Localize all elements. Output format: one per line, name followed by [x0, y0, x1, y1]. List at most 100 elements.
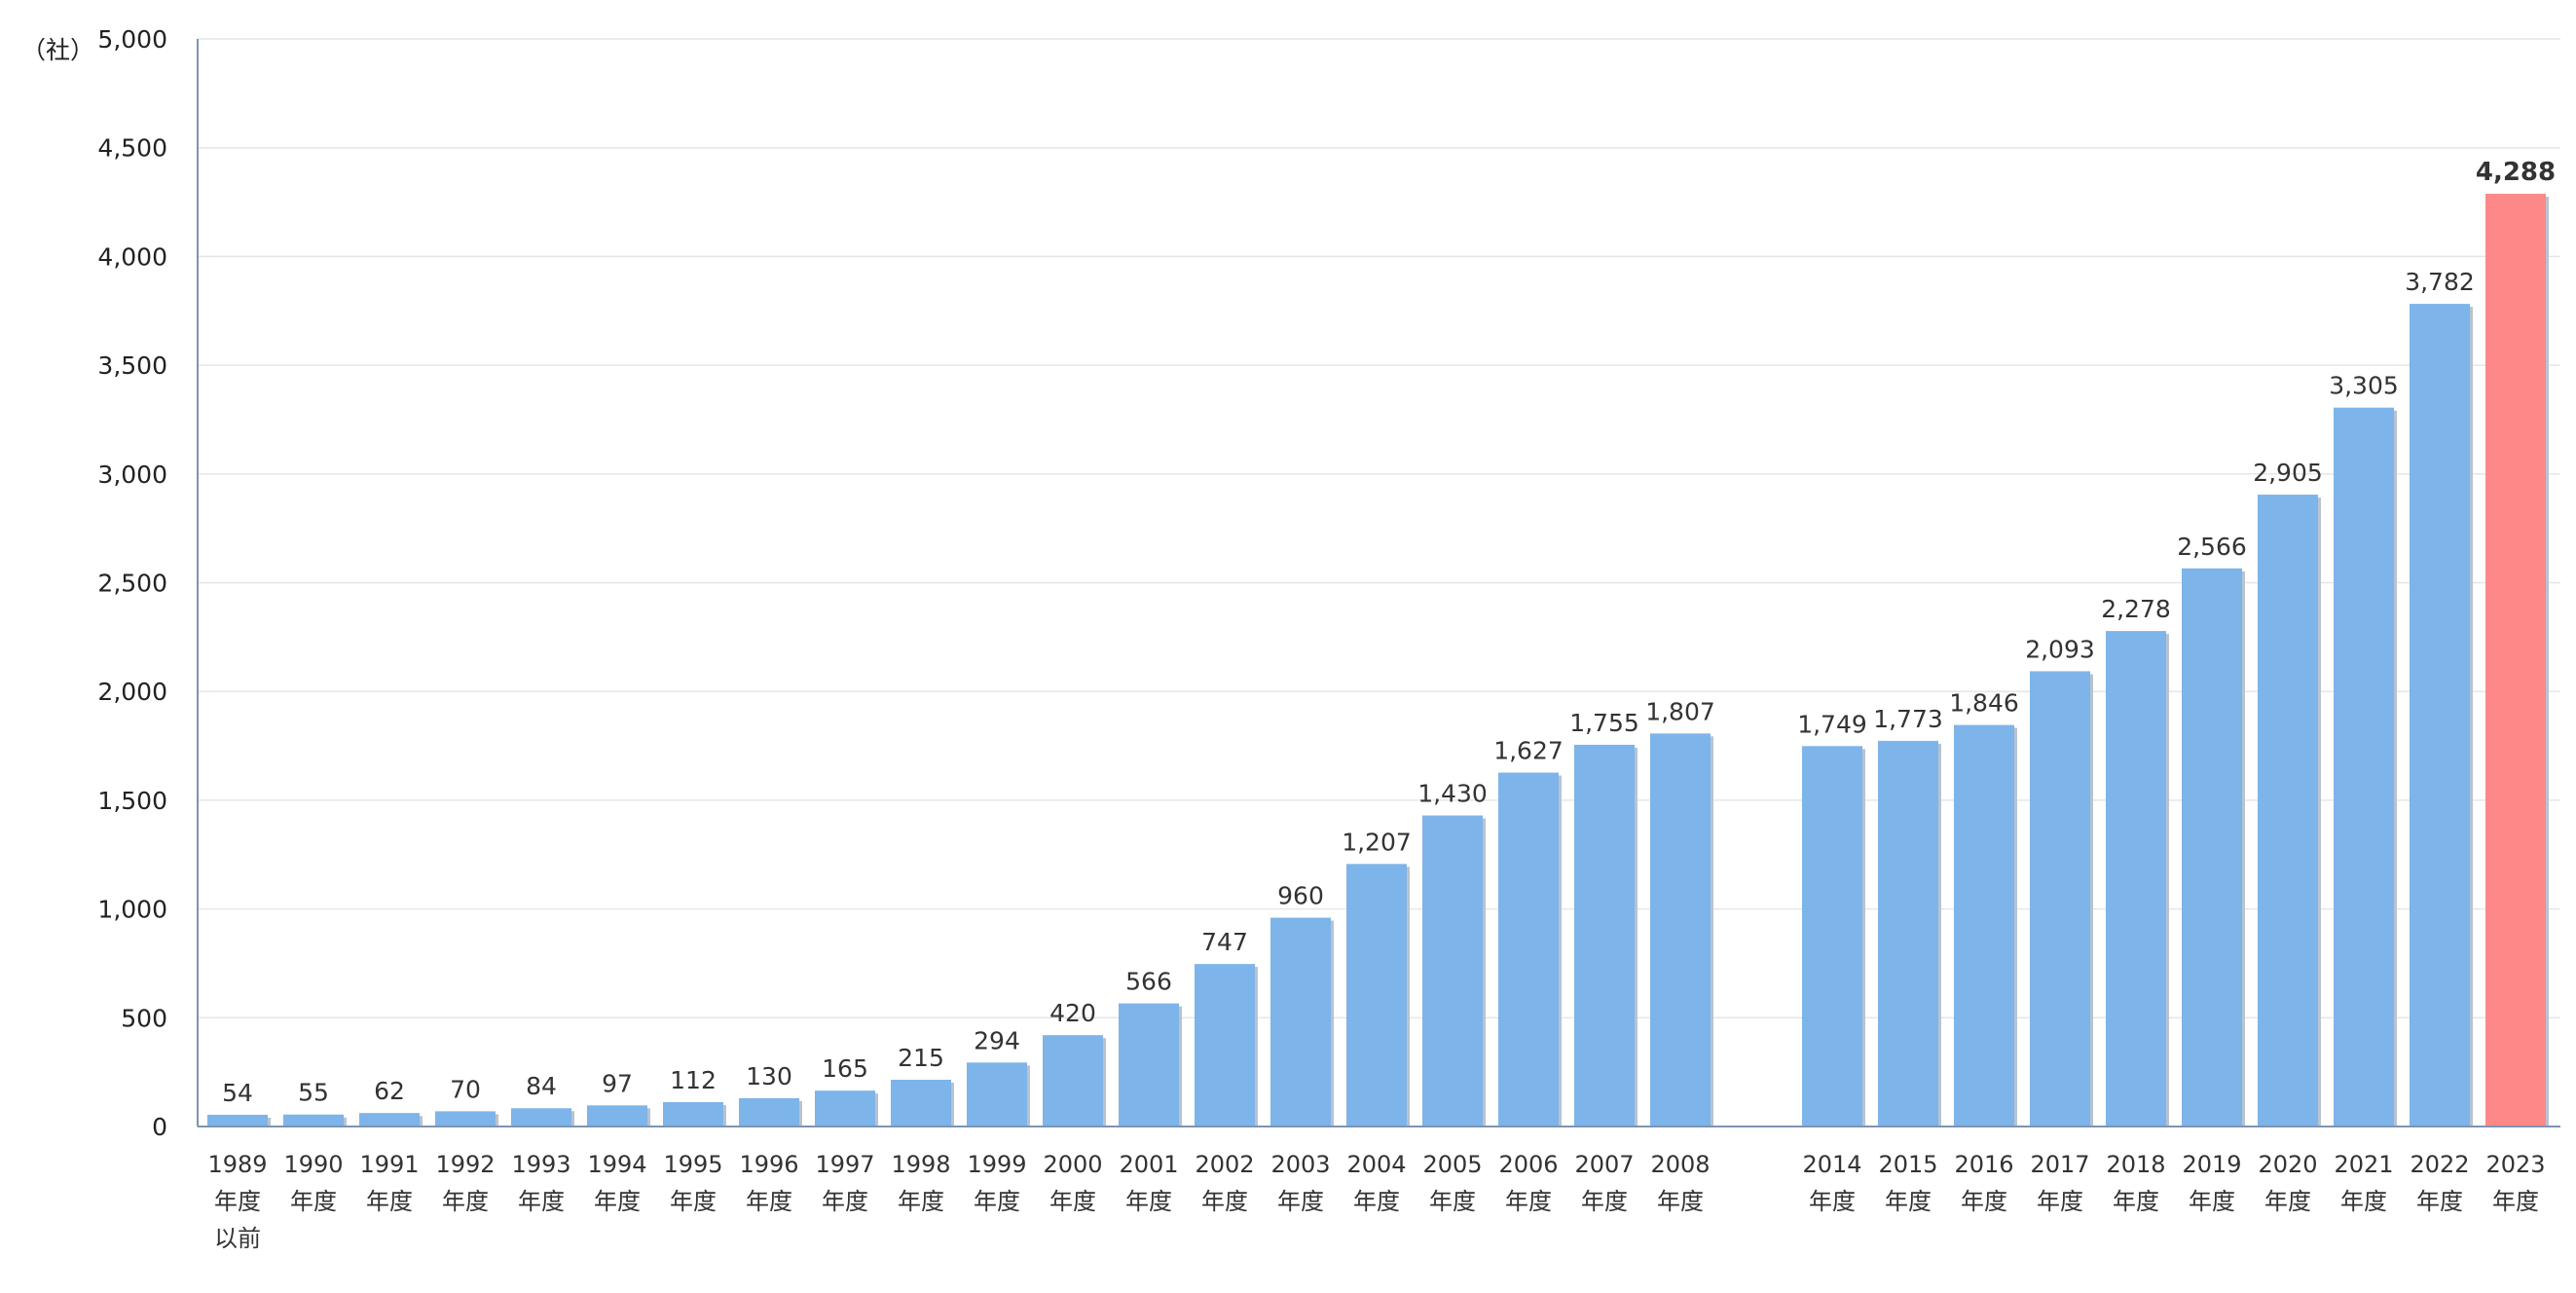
value-label: 1,749: [1797, 710, 1867, 738]
category-label: 2004: [1346, 1151, 1406, 1178]
value-label: 70: [450, 1075, 481, 1103]
value-label: 1,846: [1949, 689, 2019, 718]
category-label: 2006: [1498, 1151, 1558, 1178]
category-label: 年度: [670, 1188, 717, 1215]
value-labels: 54 55 62 70 84 97 112 130 165 215 294 420 566 747 960 1…: [222, 158, 2556, 1107]
y-tick-label: 3,000: [97, 461, 167, 489]
category-label: 年度: [2189, 1188, 2235, 1215]
category-label: 1996: [739, 1151, 798, 1178]
category-label: 年度: [1049, 1188, 1096, 1215]
value-label: 2,566: [2177, 533, 2247, 561]
y-tick-label: 0: [152, 1113, 167, 1141]
value-label: 165: [822, 1054, 868, 1083]
category-label: 1989: [207, 1151, 267, 1178]
y-tick-label: 5,000: [97, 25, 167, 54]
value-label: 1,807: [1645, 697, 1715, 725]
bar: [1346, 864, 1407, 1127]
value-label: 62: [374, 1077, 405, 1105]
bar: [2410, 304, 2470, 1127]
y-axis-unit-label: （社）: [21, 36, 94, 64]
category-label: 年度: [1885, 1188, 1932, 1215]
category-label: 年度: [1125, 1188, 1172, 1215]
category-label: 年度: [1657, 1188, 1704, 1215]
y-tick-label: 1,500: [97, 787, 167, 815]
value-label: 960: [1277, 882, 1324, 910]
value-label: 1,207: [1342, 828, 1412, 856]
category-label: 2017: [2030, 1151, 2089, 1178]
category-label: 2023: [2485, 1151, 2545, 1178]
value-label: 4,288: [2476, 158, 2556, 187]
category-label: 年度: [974, 1188, 1020, 1215]
y-tick-label: 3,500: [97, 351, 167, 380]
category-label: 2016: [1954, 1151, 2013, 1178]
category-label: 2022: [2410, 1151, 2469, 1178]
category-label: 年度: [442, 1188, 489, 1215]
bar: [2030, 671, 2090, 1127]
bar: [1422, 815, 1483, 1127]
bar: [1802, 746, 1862, 1127]
category-label: 年度: [2113, 1188, 2159, 1215]
value-label: 3,782: [2405, 268, 2475, 296]
category-label: 2000: [1043, 1151, 1102, 1178]
category-label: 年度: [2264, 1188, 2311, 1215]
y-tick-label: 4,500: [97, 134, 167, 163]
value-label: 747: [1201, 928, 1248, 956]
category-label: 2014: [1802, 1151, 1861, 1178]
y-tick-label: 2,000: [97, 678, 167, 706]
category-label: 1993: [511, 1151, 570, 1178]
bar: [2182, 568, 2242, 1127]
category-label: 年度: [214, 1188, 261, 1215]
bar: [587, 1105, 647, 1127]
category-label: 年度: [2340, 1188, 2387, 1215]
category-label: 年度: [594, 1188, 641, 1215]
category-label: 年度: [1353, 1188, 1400, 1215]
bar: [2106, 631, 2166, 1127]
category-label: 2018: [2106, 1151, 2165, 1178]
value-label: 2,905: [2253, 459, 2323, 487]
bar-highlight: [2485, 194, 2546, 1127]
y-tick-label: 2,500: [97, 570, 167, 598]
bar: [1195, 964, 1255, 1127]
category-label: 年度: [898, 1188, 944, 1215]
bars: [207, 194, 2549, 1127]
value-label: 566: [1125, 968, 1172, 996]
value-label: 2,093: [2025, 635, 2095, 663]
value-label: 2,278: [2101, 595, 2171, 623]
category-label: 年度: [2492, 1188, 2539, 1215]
category-label: 1990: [283, 1151, 343, 1178]
category-label: 2021: [2334, 1151, 2393, 1178]
category-label: 2005: [1422, 1151, 1482, 1178]
category-label: 1994: [587, 1151, 646, 1178]
category-label: 年度: [1201, 1188, 1248, 1215]
bar: [739, 1097, 799, 1127]
bar: [2258, 495, 2318, 1127]
category-label: 年度: [1809, 1188, 1856, 1215]
bar: [967, 1062, 1027, 1127]
category-label: 年度: [2037, 1188, 2083, 1215]
category-label: 1997: [815, 1151, 874, 1178]
bar: [1650, 733, 1711, 1127]
category-label: 年度: [822, 1188, 868, 1215]
value-label: 1,773: [1873, 705, 1943, 733]
category-label: 2007: [1574, 1151, 1634, 1178]
category-label: 1991: [359, 1151, 419, 1178]
bar: [2334, 407, 2394, 1127]
value-label: 215: [898, 1044, 944, 1072]
category-label: 年度: [366, 1188, 413, 1215]
value-label: 54: [222, 1079, 253, 1107]
bar: [891, 1079, 951, 1127]
category-label: 年度: [746, 1188, 792, 1215]
category-label: 2002: [1195, 1151, 1254, 1178]
y-tick-label: 500: [121, 1004, 167, 1032]
category-label: 以前: [214, 1225, 261, 1252]
category-label: 2020: [2258, 1151, 2317, 1178]
bar: [207, 1114, 268, 1127]
category-label: 1999: [967, 1151, 1026, 1178]
category-label: 1995: [663, 1151, 722, 1178]
bar: [1574, 744, 1635, 1127]
value-label: 294: [974, 1026, 1020, 1054]
bar: [435, 1111, 496, 1127]
category-label: 年度: [290, 1188, 337, 1215]
